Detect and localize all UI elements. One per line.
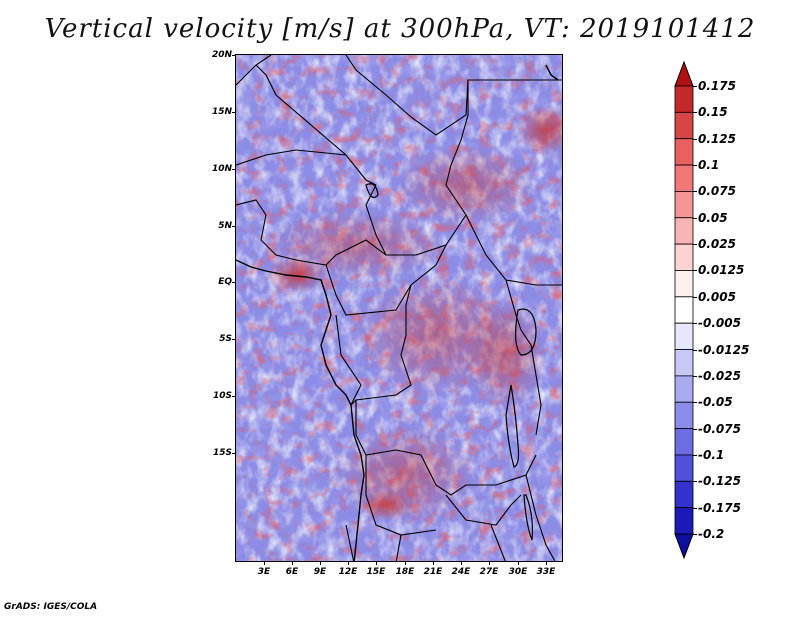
colorbar-swatch (674, 428, 694, 456)
footer-credit: GrADS: IGES/COLA (4, 602, 98, 612)
colorbar-swatch (674, 85, 694, 113)
lon-label-6e: 6E (285, 567, 299, 577)
colorbar-swatch (674, 322, 694, 350)
colorbar-label: -0.05 (698, 395, 733, 410)
colorbar-label: 0.05 (698, 210, 728, 225)
colorbar-label: 0.175 (698, 79, 736, 93)
colorbar-tick (693, 296, 697, 298)
colorbar-swatch (674, 138, 694, 166)
lat-label-5s: 5S (219, 334, 232, 344)
colorbar-label: -0.025 (698, 368, 741, 383)
lon-label-15e: 15E (366, 567, 386, 577)
colorbar-swatch (674, 164, 694, 192)
colorbar-swatch (674, 270, 694, 298)
colorbar-tick (693, 112, 697, 114)
colorbar-tick (693, 323, 697, 325)
lat-label-15n: 15N (211, 107, 232, 117)
colorbar-tick (693, 375, 697, 377)
lakes (365, 183, 537, 541)
colorbar-tick (693, 165, 697, 167)
colorbar-tick (693, 454, 697, 456)
lon-label-21e: 21E (423, 567, 443, 577)
colorbar-tick (693, 349, 697, 351)
colorbar-tick (693, 402, 697, 404)
lat-label-eq: EQ (218, 277, 232, 287)
map-panel[interactable] (235, 54, 563, 562)
colorbar-swatch (674, 375, 694, 403)
lon-label-9e: 9E (313, 567, 327, 577)
colorbar-swatch (674, 349, 694, 377)
colorbar-label: 0.1 (698, 158, 720, 173)
coastline (236, 64, 559, 561)
colorbar-label: -0.0125 (698, 342, 750, 357)
colorbar-tick (693, 244, 697, 246)
colorbar-swatch-top (674, 60, 694, 87)
lon-label-30e: 30E (508, 567, 528, 577)
colorbar-tick (693, 217, 697, 219)
colorbar-tick (693, 481, 697, 483)
colorbar-label: 0.075 (698, 184, 736, 199)
chart-title: Vertical velocity [m/s] at 300hPa, VT: 2… (44, 14, 756, 44)
colorbar-swatch (674, 243, 694, 271)
colorbar-swatch (674, 191, 694, 219)
colorbar-tick (693, 191, 697, 193)
vertical-velocity-field (236, 55, 562, 561)
colorbar-label: 0.005 (698, 289, 736, 304)
lat-label-10n: 10N (211, 164, 232, 174)
lon-label-33e: 33E (536, 567, 556, 577)
colorbar-label: -0.005 (698, 316, 741, 331)
colorbar-swatch (674, 454, 694, 482)
colorbar-label: -0.2 (698, 527, 725, 541)
colorbar (674, 60, 694, 560)
colorbar-tick (693, 507, 697, 509)
colorbar-swatch (674, 296, 694, 324)
colorbar-label: -0.1 (698, 447, 725, 462)
colorbar-label: -0.175 (698, 500, 741, 515)
lon-label-27e: 27E (479, 567, 499, 577)
lat-label-5n: 5N (218, 221, 232, 231)
colorbar-swatch (674, 480, 694, 509)
colorbar-tick (693, 270, 697, 272)
colorbar-tick (693, 138, 697, 140)
colorbar-label: 0.15 (698, 105, 728, 120)
colorbar-swatch (674, 217, 694, 245)
lon-label-12e: 12E (338, 567, 358, 577)
lat-label-20n: 20N (211, 50, 232, 60)
colorbar-label: 0.0125 (698, 263, 745, 278)
colorbar-tick (693, 428, 697, 430)
colorbar-swatch (674, 401, 694, 429)
colorbar-swatch (674, 507, 694, 535)
colorbar-tick (693, 86, 697, 87)
lat-label-15s: 15S (212, 448, 232, 458)
colorbar-swatch (674, 111, 694, 140)
lon-label-24e: 24E (451, 567, 471, 577)
colorbar-label: -0.125 (698, 474, 741, 489)
country-boundaries (236, 55, 562, 561)
lon-label-18e: 18E (395, 567, 415, 577)
colorbar-label: 0.125 (698, 131, 736, 146)
colorbar-label: 0.025 (698, 237, 736, 252)
colorbar-tick (693, 534, 697, 535)
lon-label-3e: 3E (257, 567, 271, 577)
lat-label-10s: 10S (212, 391, 232, 401)
colorbar-label: -0.075 (698, 421, 741, 436)
colorbar-swatch-bottom (674, 533, 694, 560)
